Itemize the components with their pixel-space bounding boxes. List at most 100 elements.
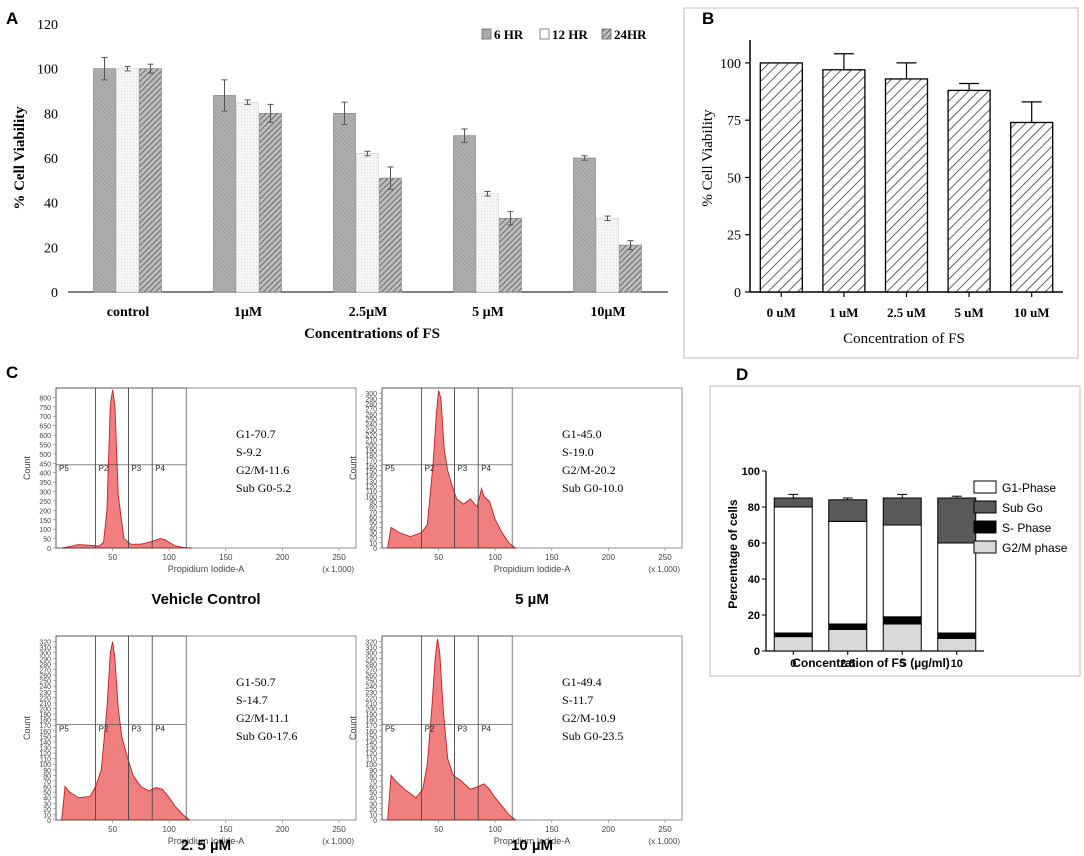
- chart-d-frame: [709, 385, 1081, 677]
- chart-d-legend-swatch: [973, 480, 997, 494]
- histogram-ytick: 210: [365, 701, 377, 708]
- histogram-ytick: 260: [39, 673, 51, 680]
- chart-b-ytick: 75: [727, 114, 741, 129]
- chart-d-bar-segment: [828, 499, 868, 522]
- chart-a-legend-swatch: [481, 28, 492, 40]
- chart-b-bar: [884, 78, 929, 293]
- histogram-ytick: 230: [365, 427, 377, 434]
- histogram-ytick: 250: [365, 679, 377, 686]
- chart-a-bar: [453, 135, 476, 293]
- histogram-ytick: 130: [365, 479, 377, 486]
- histogram-ytick: 20: [369, 536, 377, 543]
- chart-a-ytick: 100: [37, 63, 58, 78]
- chart-d-xtick: 2.5: [840, 658, 855, 670]
- histogram-ytick: 310: [39, 645, 51, 652]
- histogram-stat: S-11.7: [562, 693, 593, 707]
- chart-a-bar: [213, 95, 236, 293]
- histogram-xtick: 50: [434, 825, 443, 834]
- gate-label: P3: [457, 725, 467, 734]
- histogram-xunit: (x 1,000): [648, 837, 680, 846]
- chart-a-xtick: 2.5µM: [349, 305, 388, 320]
- histogram-ytick: 60: [369, 785, 377, 792]
- chart-d-legend-label: G1-Phase: [1002, 481, 1056, 495]
- chart-a-bar: [499, 218, 522, 293]
- histogram-ytick: 160: [365, 729, 377, 736]
- chart-a-bar: [93, 68, 116, 293]
- histogram-xtick: 50: [434, 553, 443, 562]
- chart-b-xtick: 10 uM: [1014, 305, 1050, 320]
- histogram-ytick: 800: [39, 395, 51, 402]
- histogram-ytick: 30: [369, 801, 377, 808]
- chart-a-errorbar: [364, 150, 371, 157]
- histogram-ytick: 10: [43, 812, 51, 819]
- chart-a-bar: [619, 244, 642, 293]
- histogram-ytick: 80: [369, 773, 377, 780]
- histogram-ylabel: Count: [22, 716, 32, 741]
- histogram-ytick: 60: [369, 515, 377, 522]
- histogram-4: P5 P2 P3 P401020304050607080901001101201301…: [348, 635, 683, 854]
- histogram-ytick: 220: [365, 695, 377, 702]
- chart-a-legend-label: 24HR: [614, 27, 647, 42]
- histogram-ytick: 500: [39, 452, 51, 459]
- histogram-ytick: 300: [365, 651, 377, 658]
- chart-a-errorbar: [507, 211, 514, 226]
- chart-d-errorbar: [897, 493, 908, 498]
- histogram-xlabel: Propidium Iodide-A: [494, 836, 571, 846]
- chart-d-xlabel: Concentration of FS (µg/ml): [792, 656, 950, 670]
- histogram-xtick: 150: [545, 825, 559, 834]
- chart-d-bar-segment: [882, 497, 922, 526]
- chart-a-ytick: 120: [37, 18, 58, 33]
- histogram-ytick: 90: [369, 768, 377, 775]
- histogram-ytick: 90: [43, 768, 51, 775]
- histogram-ytick: 190: [365, 448, 377, 455]
- histogram-xtick: 150: [545, 553, 559, 562]
- histogram-caption: 2. 5 µM: [181, 837, 231, 854]
- histogram-stat: Sub G0-23.5: [562, 729, 623, 743]
- chart-a-xtick: 10µM: [590, 305, 625, 320]
- chart-a-errorbar: [124, 65, 131, 72]
- chart-d-xtick: 0: [790, 658, 796, 670]
- gate-label: P5: [385, 725, 395, 734]
- histogram-ytick: 230: [39, 690, 51, 697]
- chart-d-ytick: 80: [748, 502, 760, 514]
- histogram-ytick: 90: [369, 500, 377, 507]
- histogram-ytick: 400: [39, 471, 51, 478]
- histogram-2: P5 P2 P3 P401020304050607080901001101201301…: [348, 387, 683, 608]
- histogram-ytick: 170: [365, 458, 377, 465]
- histogram-ytick: 80: [43, 773, 51, 780]
- gate-label: P3: [457, 464, 467, 473]
- histogram-caption: 10 µM: [511, 837, 553, 854]
- histogram-ytick: 20: [369, 807, 377, 814]
- histogram-ytick: 650: [39, 424, 51, 431]
- chart-d-bar-segment: [773, 497, 813, 508]
- histogram-xtick: 50: [108, 825, 117, 834]
- chart-d-bar-segment: [882, 623, 922, 652]
- histogram-ytick: 350: [39, 480, 51, 487]
- histogram-ytick: 0: [47, 546, 51, 553]
- histogram-ytick: 40: [43, 796, 51, 803]
- histogram-stat: G2/M-11.6: [236, 463, 289, 477]
- chart-a-bar: [116, 68, 139, 293]
- histogram-ylabel: Count: [22, 456, 32, 481]
- histogram-xlabel: Propidium Iodide-A: [168, 836, 245, 846]
- histogram-ytick: 140: [365, 740, 377, 747]
- histogram-ytick: 160: [39, 729, 51, 736]
- histogram-ytick: 150: [365, 469, 377, 476]
- histogram-ytick: 120: [39, 751, 51, 758]
- chart-d-bar-segment: [773, 506, 813, 634]
- chart-a-errorbar: [581, 155, 588, 161]
- histogram-stat: Sub G0-10.0: [562, 481, 623, 495]
- panel-label-b: B: [702, 9, 714, 28]
- chart-a-errorbar: [221, 79, 228, 112]
- histogram-ytick: 240: [365, 422, 377, 429]
- chart-a-bar: [139, 68, 162, 293]
- chart-a-ytick: 80: [44, 107, 58, 122]
- chart-a-errorbar: [147, 63, 154, 74]
- histogram-stat: G1-70.7: [236, 427, 276, 441]
- histogram-ytick: 270: [365, 407, 377, 414]
- chart-a-legend-swatch: [601, 28, 612, 40]
- histogram-xtick: 150: [219, 825, 233, 834]
- chart-a-xtick: 1µM: [234, 305, 262, 320]
- chart-b-xlabel: Concentration of FS: [843, 331, 965, 347]
